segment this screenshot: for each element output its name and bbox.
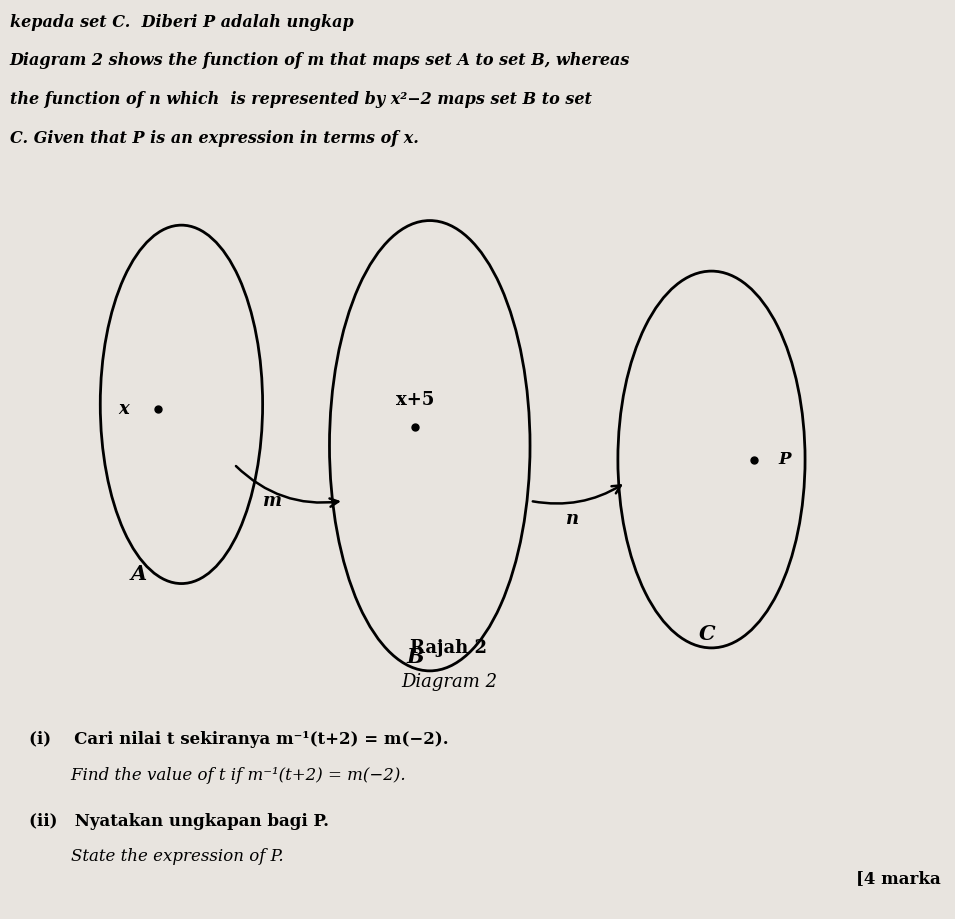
Text: x: x [118,400,129,418]
Text: n: n [566,510,580,528]
Text: P: P [778,451,791,468]
Text: kepada set C.  Diberi P adalah ungkap: kepada set C. Diberi P adalah ungkap [10,14,353,30]
Text: C: C [698,624,715,644]
Text: C. Given that P is an expression in terms of x.: C. Given that P is an expression in term… [10,130,418,146]
Text: State the expression of P.: State the expression of P. [29,848,284,865]
Text: Find the value of t if m⁻¹(t+2) = m(−2).: Find the value of t if m⁻¹(t+2) = m(−2). [29,767,405,784]
Text: x+5: x+5 [396,391,435,409]
Text: (i)    Cari nilai t sekiranya m⁻¹(t+2) = m(−2).: (i) Cari nilai t sekiranya m⁻¹(t+2) = m(… [29,731,448,747]
Text: the function of n which  is represented by x²−2 maps set B to set: the function of n which is represented b… [10,91,591,108]
Text: A: A [130,564,147,584]
Text: B: B [407,647,424,667]
Text: Diagram 2: Diagram 2 [401,673,497,691]
Text: (ii)   Nyatakan ungkapan bagi P.: (ii) Nyatakan ungkapan bagi P. [29,813,329,830]
Text: [4 marka: [4 marka [856,870,941,887]
Text: Rajah 2: Rajah 2 [411,639,487,657]
Text: Diagram 2 shows the function of m that maps set A to set B, whereas: Diagram 2 shows the function of m that m… [10,52,630,69]
Text: m: m [263,492,282,510]
